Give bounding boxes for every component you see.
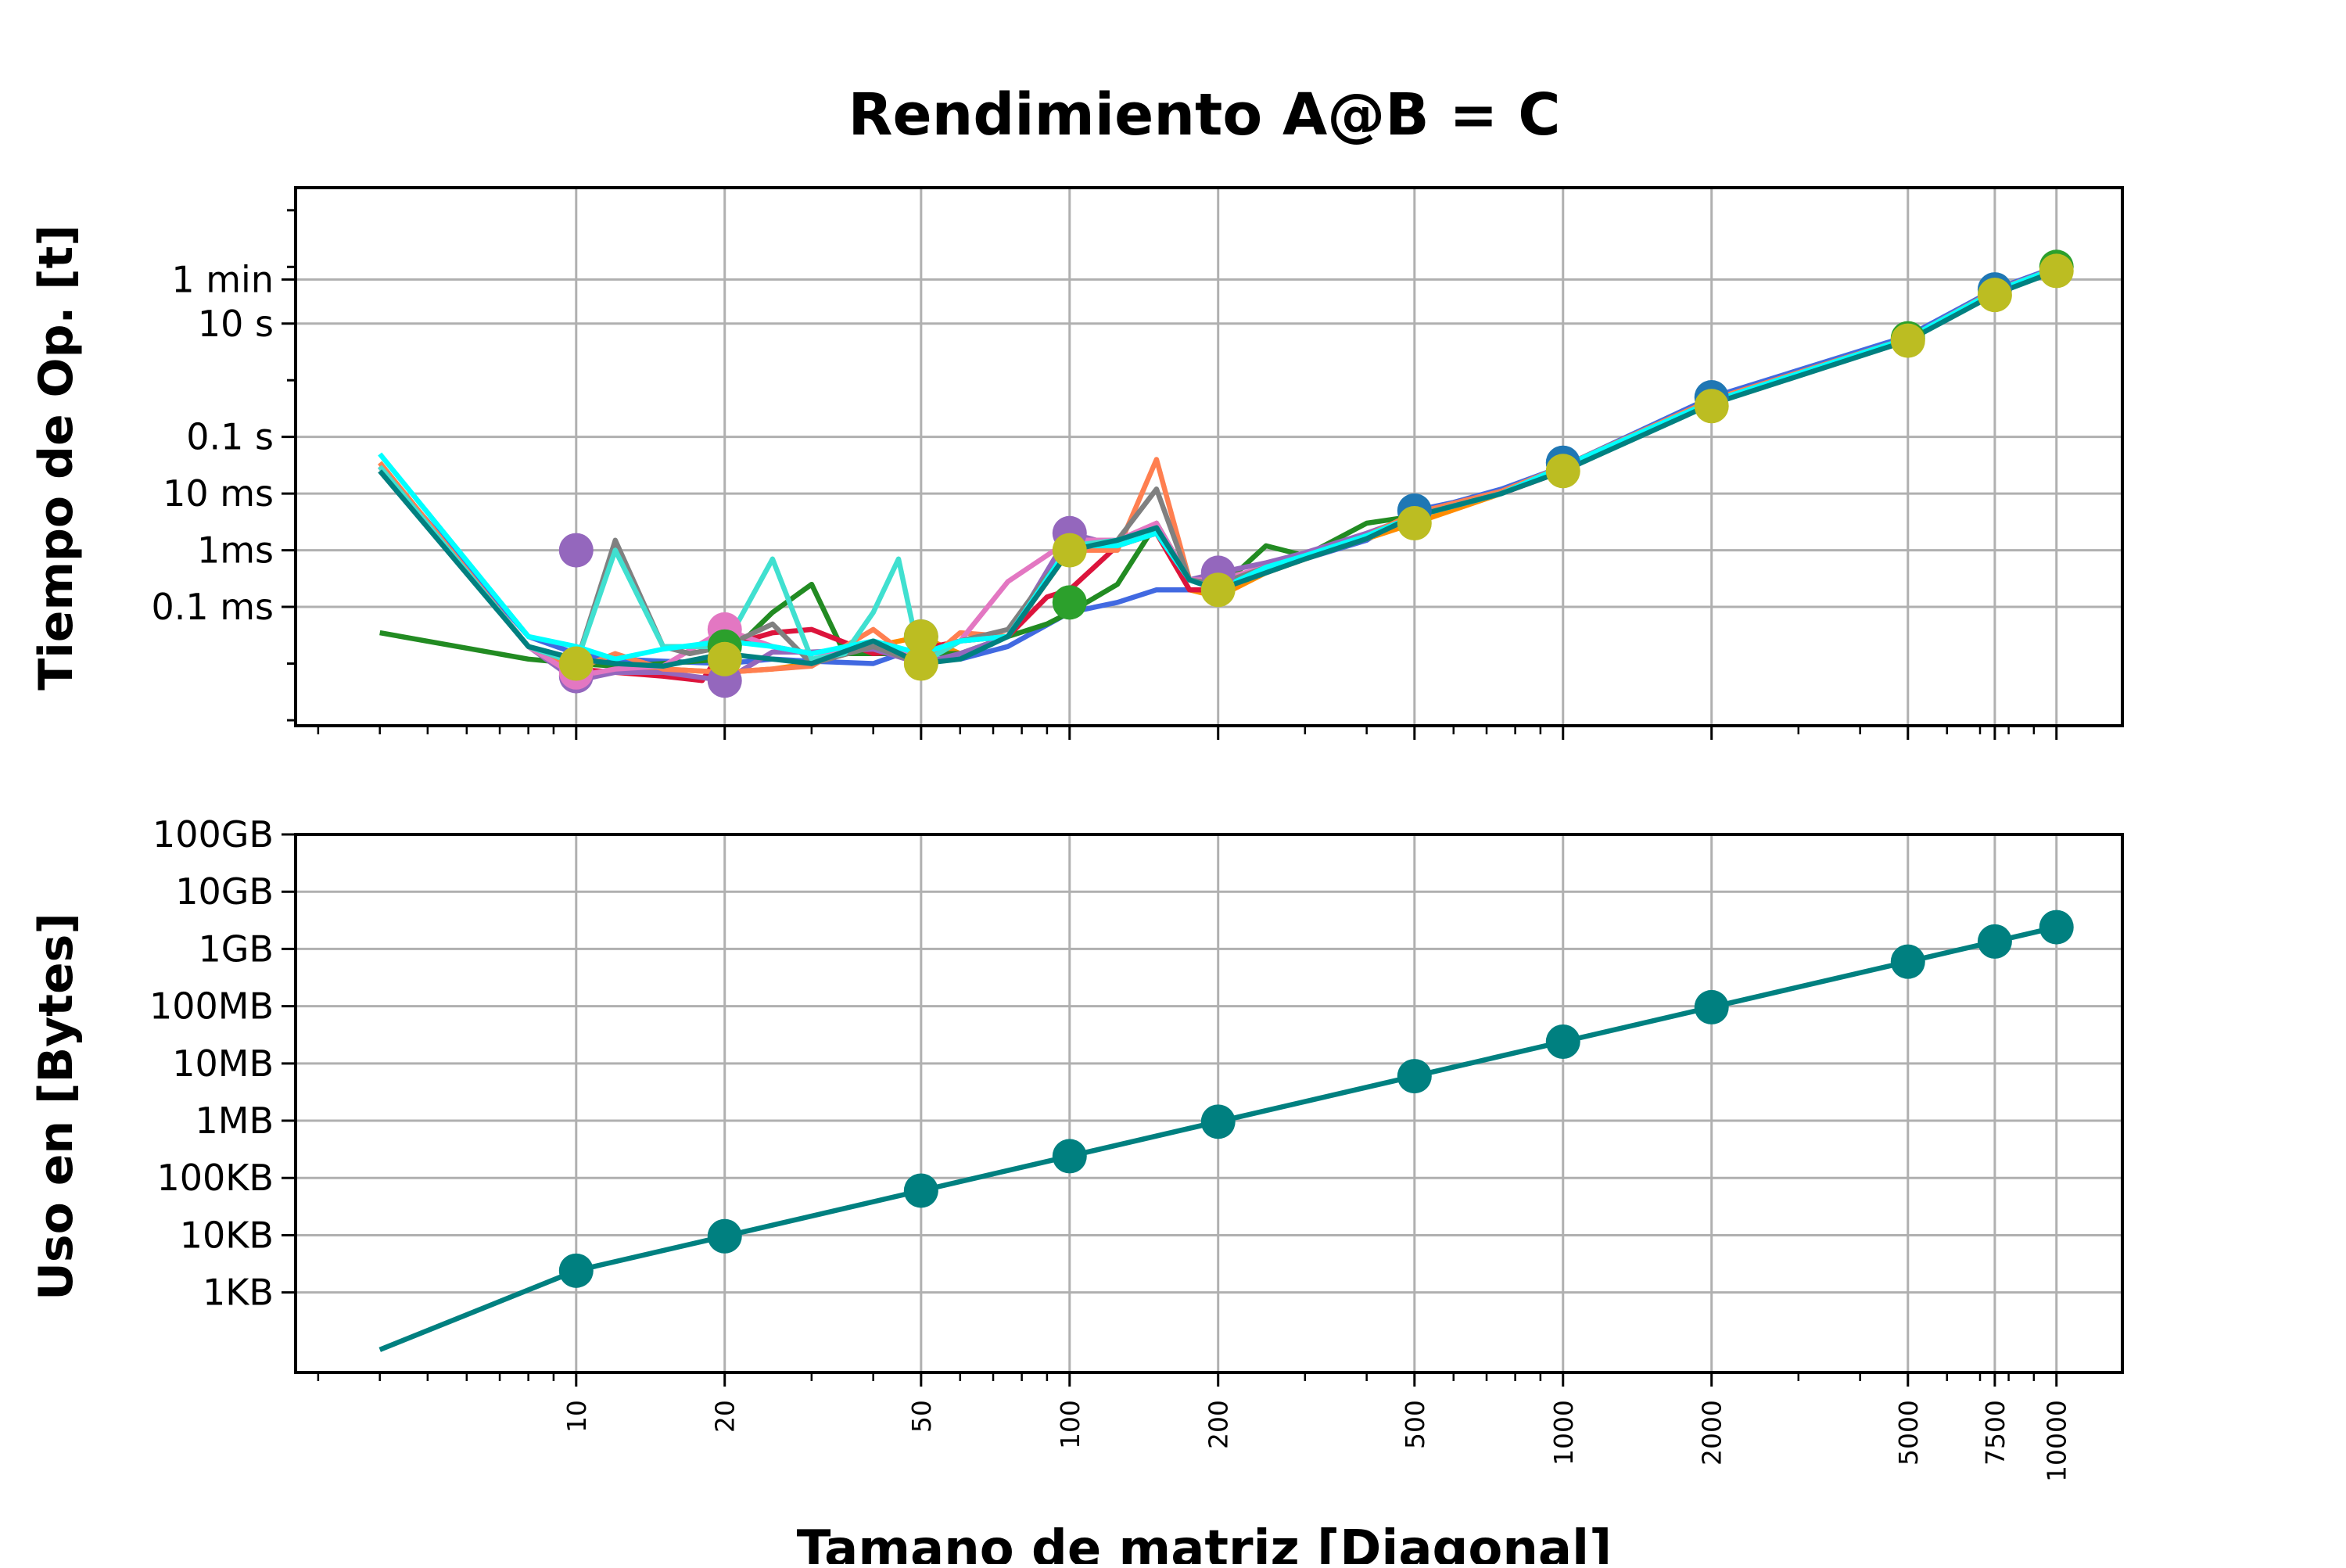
data-point [903,1173,938,1208]
x-tick-label: 100 [1055,1400,1085,1449]
chart-title: Rendimiento A@B = C [848,81,1560,149]
data-point [903,646,938,681]
y-tick-label: 10MB [172,1042,274,1085]
data-point [558,1253,594,1288]
x-tick-label: 10 [561,1400,592,1433]
y-tick-label: 1KB [203,1272,274,1314]
data-point [707,1218,742,1254]
data-point [2039,253,2074,289]
x-tick-label: 200 [1203,1400,1234,1449]
data-point [1694,989,1729,1024]
data-point [1977,278,2012,313]
x-tick-label: 1000 [1548,1400,1579,1466]
y-tick-label: 100GB [152,813,274,856]
time-panel-ylabel: Tiempo de Op. [t] [29,224,84,690]
data-point [1890,944,1925,979]
data-point [903,619,938,654]
y-tick-label: 10 s [198,303,274,345]
plot-area [378,249,2074,698]
data-point [1200,572,1236,608]
y-tick-label: 100KB [156,1157,274,1199]
series-line [378,268,2057,669]
plot-frame [294,186,2124,727]
x-tick-labels: 10 20 50 100 200 500 1000 2000 5000 7500 10000 [561,1400,2072,1482]
series-line [378,265,2057,662]
y-tick-label: 100MB [149,985,274,1028]
data-point [1052,585,1087,620]
x-tick-label: 500 [1400,1400,1430,1449]
data-point [1545,1024,1580,1059]
data-point [707,641,742,676]
x-tick-label: 7500 [1980,1400,2011,1466]
y-tick-label: 0.1 s [186,416,274,458]
y-tick-label: 1GB [199,928,274,970]
data-point [1890,323,1925,358]
data-point [1397,506,1432,541]
y-tick-label: 10GB [175,870,274,913]
x-tick-label: 2000 [1697,1400,1727,1466]
data-point [1397,1059,1432,1094]
y-tick-label: 0.1 ms [151,586,274,628]
y-tick-label: 10KB [180,1214,274,1256]
data-point [1052,533,1087,568]
y-tick-label: 1 min [171,258,274,300]
y-tick-label: 1MB [195,1100,274,1142]
x-tick-label: 5000 [1893,1400,1924,1466]
data-point [1694,389,1729,424]
y-tick-label: 1ms [197,529,274,572]
memory-panel: 1KB 10KB 100KB 1MB 10MB 100MB 1GB 10GB 100GB [149,813,2124,1387]
data-point [2039,910,2074,945]
memory-panel-ylabel: Uso en [Bytes] [29,913,84,1301]
x-tick-label: 50 [906,1400,937,1433]
y-tick-label: 10 ms [163,472,274,515]
x-tick-label: 10000 [2042,1400,2072,1482]
data-point [1200,1104,1236,1139]
data-point [558,533,594,568]
data-point [1052,1139,1087,1174]
data-point [1977,924,2012,959]
data-point [558,646,594,681]
plot-area [378,910,2074,1352]
x-axis-label: Tamano de matriz [Diagonal] [797,1520,1612,1564]
data-point [1545,454,1580,489]
x-tick-label: 20 [710,1400,741,1433]
plot-frame [294,833,2124,1374]
time-panel: 0.1 ms 1ms 10 ms 0.1 s 10 s1 min [151,186,2124,740]
